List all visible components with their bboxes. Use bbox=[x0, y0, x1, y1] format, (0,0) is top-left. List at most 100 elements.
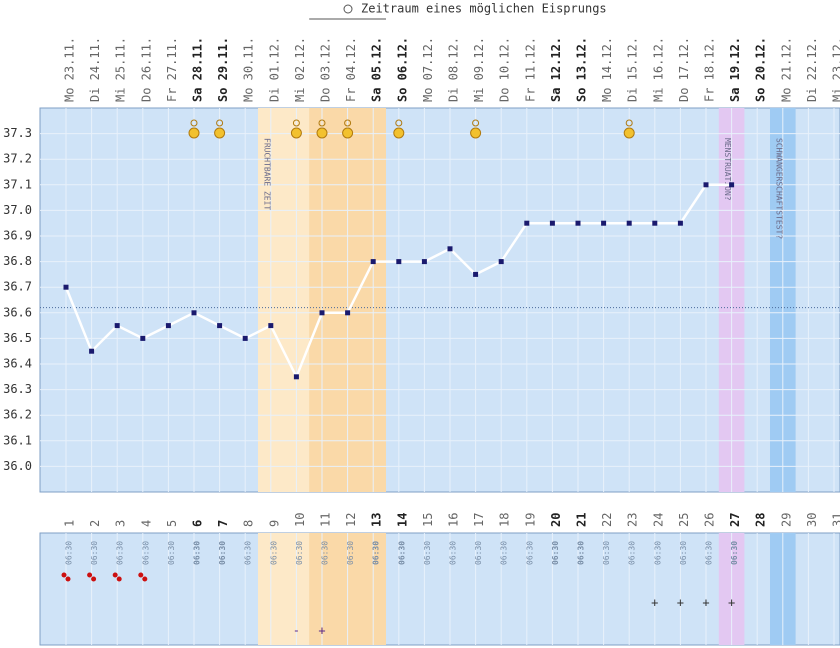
band-label: MENSTRUATION? bbox=[723, 138, 732, 201]
day-number: 5 bbox=[165, 520, 179, 527]
day-number: 4 bbox=[139, 520, 153, 527]
temperature-point bbox=[319, 310, 325, 316]
temperature-point bbox=[217, 323, 223, 329]
y-tick-label: 37.1 bbox=[3, 177, 32, 191]
day-number: 18 bbox=[498, 513, 512, 527]
event-symbol-top bbox=[318, 119, 326, 127]
event-symbol-top bbox=[216, 119, 224, 127]
temperature-point bbox=[396, 259, 402, 265]
date-label: Mo 23.11. bbox=[63, 37, 77, 102]
band-label: SCHWANGERSCHAFTSTEST? bbox=[774, 138, 783, 239]
temperature-point bbox=[63, 284, 69, 290]
y-tick-label: 36.6 bbox=[3, 305, 32, 319]
date-label: Mi 16.12. bbox=[651, 37, 665, 102]
day-number: 29 bbox=[779, 513, 793, 527]
time-label: 06:30 bbox=[167, 541, 176, 565]
event-symbol bbox=[470, 127, 482, 139]
time-label: 06:30 bbox=[397, 541, 406, 565]
day-number: 14 bbox=[395, 513, 409, 527]
day-number: 26 bbox=[703, 513, 717, 527]
time-label: 06:30 bbox=[449, 541, 458, 565]
date-label: Di 15.12. bbox=[626, 37, 640, 102]
temperature-point bbox=[703, 182, 709, 188]
date-label: Di 01.12. bbox=[267, 37, 281, 102]
temperature-point bbox=[677, 220, 683, 226]
time-label: 06:30 bbox=[141, 541, 150, 565]
date-label: So 29.11. bbox=[216, 37, 230, 102]
time-label: 06:30 bbox=[193, 541, 202, 565]
date-label: Sa 12.12. bbox=[549, 37, 563, 102]
temperature-point bbox=[626, 220, 632, 226]
day-number: 13 bbox=[370, 513, 384, 527]
date-label: Fr 27.11. bbox=[165, 37, 179, 102]
temperature-point bbox=[652, 220, 658, 226]
bleeding-dot bbox=[142, 576, 148, 582]
plot-area bbox=[39, 107, 840, 493]
date-label: Do 10.12. bbox=[498, 37, 512, 102]
time-label: 06:30 bbox=[628, 541, 637, 565]
temperature-point bbox=[729, 182, 735, 188]
day-number: 8 bbox=[242, 520, 256, 527]
temperature-point bbox=[114, 323, 120, 329]
temperature-point bbox=[268, 323, 274, 329]
time-label: 06:30 bbox=[525, 541, 534, 565]
event-symbol-top bbox=[395, 119, 403, 127]
day-number: 12 bbox=[344, 513, 358, 527]
time-label: 06:30 bbox=[705, 541, 714, 565]
day-number: 20 bbox=[549, 513, 563, 527]
time-label: 06:30 bbox=[577, 541, 586, 565]
date-label: Mi 09.12. bbox=[472, 37, 486, 102]
day-number: 3 bbox=[114, 520, 128, 527]
band-label: FRUCHTBARE ZEIT bbox=[262, 138, 271, 210]
y-tick-label: 36.7 bbox=[3, 280, 32, 294]
date-label: Fr 04.12. bbox=[344, 37, 358, 102]
date-label: Mi 25.11. bbox=[114, 37, 128, 102]
event-symbol bbox=[290, 127, 302, 139]
temperature-point bbox=[345, 310, 351, 316]
bleeding-dot bbox=[112, 572, 118, 578]
time-label: 06:30 bbox=[218, 541, 227, 565]
day-number: 25 bbox=[677, 513, 691, 527]
day-number: 9 bbox=[267, 520, 281, 527]
cross-mark: + bbox=[728, 596, 735, 610]
bleeding-dot bbox=[138, 572, 144, 578]
day-number: 23 bbox=[626, 513, 640, 527]
day-number: 1 bbox=[63, 520, 77, 527]
temperature-point bbox=[421, 259, 427, 265]
time-label: 06:30 bbox=[474, 541, 483, 565]
date-label: Di 22.12. bbox=[805, 37, 819, 102]
day-number: 7 bbox=[216, 520, 230, 527]
temperature-point bbox=[89, 348, 95, 354]
bleeding-dot bbox=[65, 576, 71, 582]
temperature-point bbox=[575, 220, 581, 226]
temperature-point bbox=[293, 374, 299, 380]
date-label: Fr 18.12. bbox=[703, 37, 717, 102]
time-label: 06:30 bbox=[551, 541, 560, 565]
date-label: Do 17.12. bbox=[677, 37, 691, 102]
event-symbol-top bbox=[472, 119, 480, 127]
time-label: 06:30 bbox=[295, 541, 304, 565]
date-label: So 06.12. bbox=[395, 37, 409, 102]
y-tick-label: 36.2 bbox=[3, 408, 32, 422]
time-label: 06:30 bbox=[244, 541, 253, 565]
time-label: 06:30 bbox=[116, 541, 125, 565]
y-tick-label: 36.8 bbox=[3, 254, 32, 268]
cross-mark: + bbox=[702, 596, 709, 610]
y-tick-label: 36.4 bbox=[3, 357, 32, 371]
date-label: Sa 05.12. bbox=[370, 37, 384, 102]
date-label: So 20.12. bbox=[754, 37, 768, 102]
time-label: 06:30 bbox=[602, 541, 611, 565]
y-tick-label: 36.1 bbox=[3, 433, 32, 447]
temperature-point bbox=[191, 310, 197, 316]
test-mark: + bbox=[318, 624, 325, 638]
date-label: Di 24.11. bbox=[88, 37, 102, 102]
temperature-point bbox=[549, 220, 555, 226]
date-label: Mo 30.11. bbox=[242, 37, 256, 102]
day-number: 11 bbox=[319, 513, 333, 527]
cross-mark: + bbox=[677, 596, 684, 610]
day-number: 15 bbox=[421, 513, 435, 527]
time-label: 06:30 bbox=[500, 541, 509, 565]
day-number: 24 bbox=[651, 513, 665, 527]
date-label: Mo 21.12. bbox=[779, 37, 793, 102]
